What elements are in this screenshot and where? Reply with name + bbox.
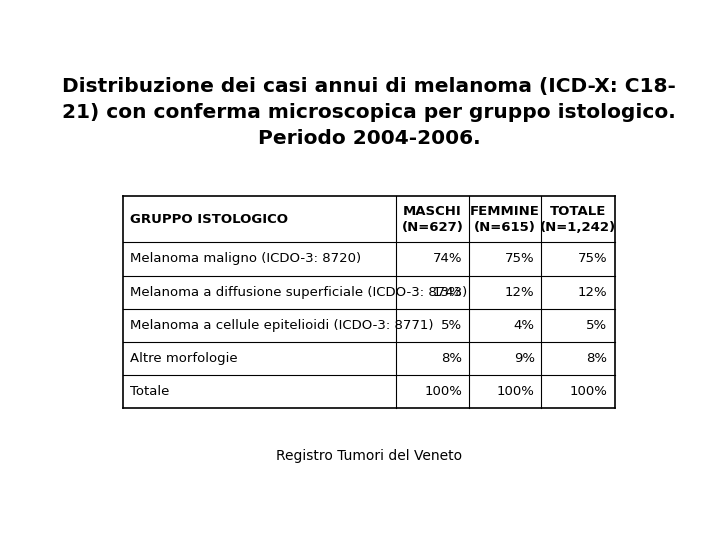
Text: 100%: 100% <box>570 385 608 398</box>
Text: 9%: 9% <box>513 352 535 365</box>
Text: Registro Tumori del Veneto: Registro Tumori del Veneto <box>276 449 462 463</box>
Text: GRUPPO ISTOLOGICO: GRUPPO ISTOLOGICO <box>130 213 288 226</box>
Text: FEMMINE
(N=615): FEMMINE (N=615) <box>470 205 540 234</box>
Text: 74%: 74% <box>433 253 462 266</box>
Text: 75%: 75% <box>577 253 608 266</box>
Text: Melanoma a diffusione superficiale (ICDO-3: 8743): Melanoma a diffusione superficiale (ICDO… <box>130 286 467 299</box>
Text: Totale: Totale <box>130 385 169 398</box>
Text: Melanoma maligno (ICDO-3: 8720): Melanoma maligno (ICDO-3: 8720) <box>130 253 361 266</box>
Text: 4%: 4% <box>513 319 535 332</box>
Text: Distribuzione dei casi annui di melanoma (ICD-X: C18-
21) con conferma microscop: Distribuzione dei casi annui di melanoma… <box>62 77 676 148</box>
Text: Melanoma a cellule epitelioidi (ICDO-3: 8771): Melanoma a cellule epitelioidi (ICDO-3: … <box>130 319 433 332</box>
Text: 12%: 12% <box>505 286 535 299</box>
Text: 5%: 5% <box>586 319 608 332</box>
Text: 100%: 100% <box>424 385 462 398</box>
Text: 75%: 75% <box>505 253 535 266</box>
Text: TOTALE
(N=1,242): TOTALE (N=1,242) <box>539 205 616 234</box>
Text: 13%: 13% <box>433 286 462 299</box>
Text: 8%: 8% <box>441 352 462 365</box>
Text: 8%: 8% <box>586 352 608 365</box>
Text: Altre morfologie: Altre morfologie <box>130 352 238 365</box>
Text: 12%: 12% <box>577 286 608 299</box>
Text: 5%: 5% <box>441 319 462 332</box>
Text: 100%: 100% <box>497 385 535 398</box>
Text: MASCHI
(N=627): MASCHI (N=627) <box>402 205 463 234</box>
